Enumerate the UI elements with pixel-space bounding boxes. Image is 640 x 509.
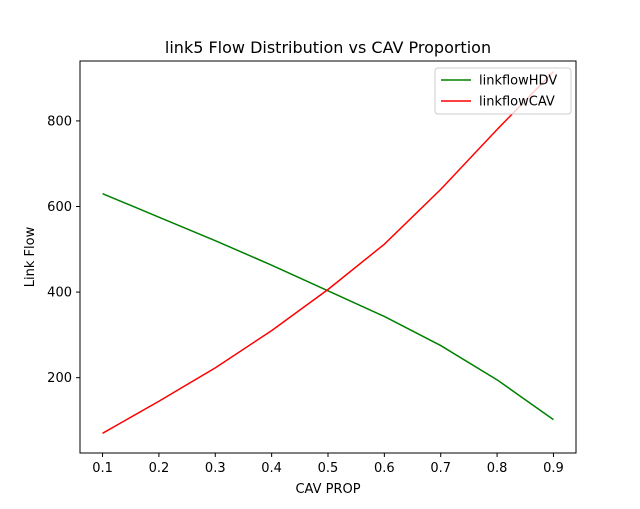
y-tick-label: 200 [47,371,72,386]
y-axis-ticks: 200 400 600 800 [47,114,80,386]
x-tick-label: 0.7 [430,461,451,476]
plot-area: 0.1 0.2 0.3 0.4 0.5 0.6 0.7 0.8 0.9 200 400 600 800 [47,60,577,476]
y-axis-label: Link Flow [23,226,38,287]
x-tick-label: 0.3 [205,461,226,476]
series-layer [102,71,554,434]
x-tick-label: 0.9 [543,461,564,476]
chart-title: link5 Flow Distribution vs CAV Proportio… [165,38,491,57]
y-tick-label: 600 [47,200,72,215]
y-tick-label: 800 [47,114,72,129]
series-line-linkflowHDV [102,192,554,421]
x-tick-label: 0.6 [374,461,395,476]
x-tick-label: 0.5 [318,461,339,476]
x-axis-label: CAV PROP [295,482,360,497]
legend-label-linkflowCAV: linkflowCAV [479,95,555,110]
x-tick-label: 0.2 [149,461,170,476]
legend: linkflowHDV linkflowCAV [434,67,572,115]
x-tick-label: 0.1 [92,461,113,476]
legend-label-linkflowHDV: linkflowHDV [479,74,557,89]
x-tick-label: 0.4 [261,461,282,476]
x-tick-label: 0.8 [487,461,508,476]
series-line-linkflowCAV [102,71,554,434]
x-axis-ticks: 0.1 0.2 0.3 0.4 0.5 0.6 0.7 0.8 0.9 [92,453,564,476]
y-tick-label: 400 [47,286,72,301]
